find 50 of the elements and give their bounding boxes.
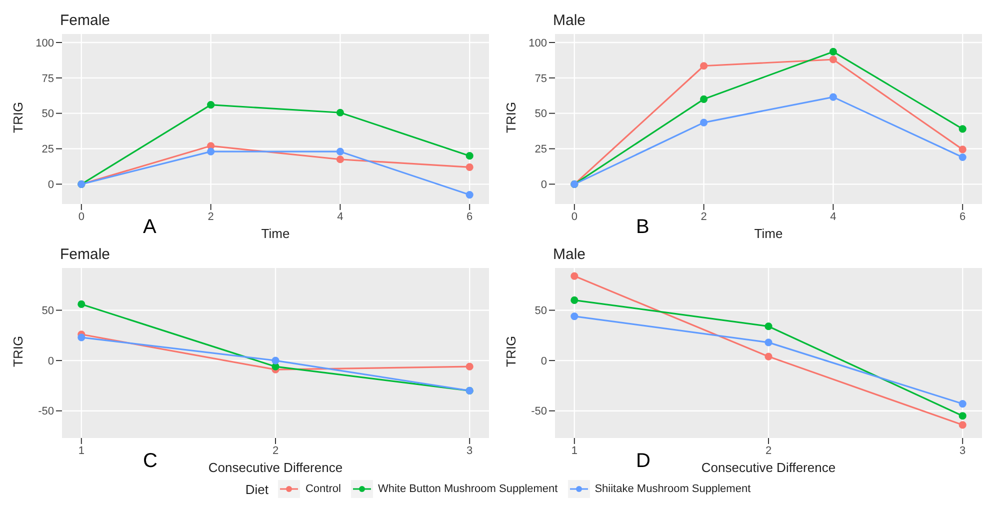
chart-title: Male bbox=[553, 12, 586, 29]
chart-title: Female bbox=[60, 12, 110, 29]
y-tick-label: 50 bbox=[42, 108, 54, 120]
y-axis-title: TRIG bbox=[504, 102, 519, 133]
y-tick-label: 25 bbox=[42, 144, 54, 156]
x-axis-title: Time bbox=[754, 226, 783, 241]
x-tick-label: 6 bbox=[960, 210, 966, 223]
y-axis-title: TRIG bbox=[10, 102, 26, 133]
y-axis-title: TRIG bbox=[504, 336, 519, 367]
y-tick-label: -50 bbox=[531, 406, 547, 418]
x-tick-label: 2 bbox=[208, 210, 214, 223]
y-tick-label: 0 bbox=[48, 355, 54, 368]
x-tick-label: 2 bbox=[700, 210, 707, 223]
chart-title: Male bbox=[553, 246, 586, 263]
y-tick-label: 75 bbox=[42, 72, 54, 85]
text: D bbox=[636, 450, 650, 473]
y-tick-label: 0 bbox=[540, 355, 547, 368]
y-tick-label: 100 bbox=[36, 37, 54, 50]
x-axis-title: Consecutive Difference bbox=[208, 460, 343, 475]
y-tick-label: 100 bbox=[528, 37, 547, 50]
legend-label: Shiitake Mushroom Supplement bbox=[594, 483, 751, 495]
x-axis-title: Consecutive Difference bbox=[701, 460, 836, 475]
x-tick-label: 4 bbox=[337, 210, 344, 223]
x-tick-label: 1 bbox=[78, 444, 84, 457]
text: C bbox=[143, 450, 158, 473]
x-tick-label: 0 bbox=[571, 210, 578, 223]
chart-title: Female bbox=[60, 246, 110, 263]
x-tick-label: 6 bbox=[466, 210, 473, 223]
x-tick-label: 3 bbox=[466, 444, 473, 457]
legend-label: Control bbox=[305, 483, 341, 495]
x-tick-label: 4 bbox=[830, 210, 836, 223]
text: B bbox=[636, 216, 650, 239]
y-tick-label: -50 bbox=[38, 406, 54, 418]
legend-label: White Button Mushroom Supplement bbox=[378, 483, 558, 495]
y-tick-label: 50 bbox=[42, 305, 54, 318]
text: A bbox=[143, 216, 156, 239]
x-tick-label: 2 bbox=[765, 444, 772, 457]
x-tick-label: 0 bbox=[78, 210, 84, 223]
y-axis-title: TRIG bbox=[10, 336, 26, 367]
y-tick-label: 50 bbox=[534, 305, 547, 318]
y-tick-label: 0 bbox=[540, 179, 547, 192]
y-tick-label: 50 bbox=[534, 108, 547, 120]
legend-title: Diet bbox=[245, 482, 268, 496]
x-axis-title: Time bbox=[261, 226, 290, 241]
y-tick-label: 0 bbox=[48, 179, 54, 192]
y-tick-label: 75 bbox=[534, 72, 547, 85]
x-tick-label: 3 bbox=[960, 444, 966, 457]
y-tick-label: 25 bbox=[534, 144, 547, 156]
x-tick-label: 2 bbox=[272, 444, 279, 457]
x-tick-label: 1 bbox=[571, 444, 578, 457]
